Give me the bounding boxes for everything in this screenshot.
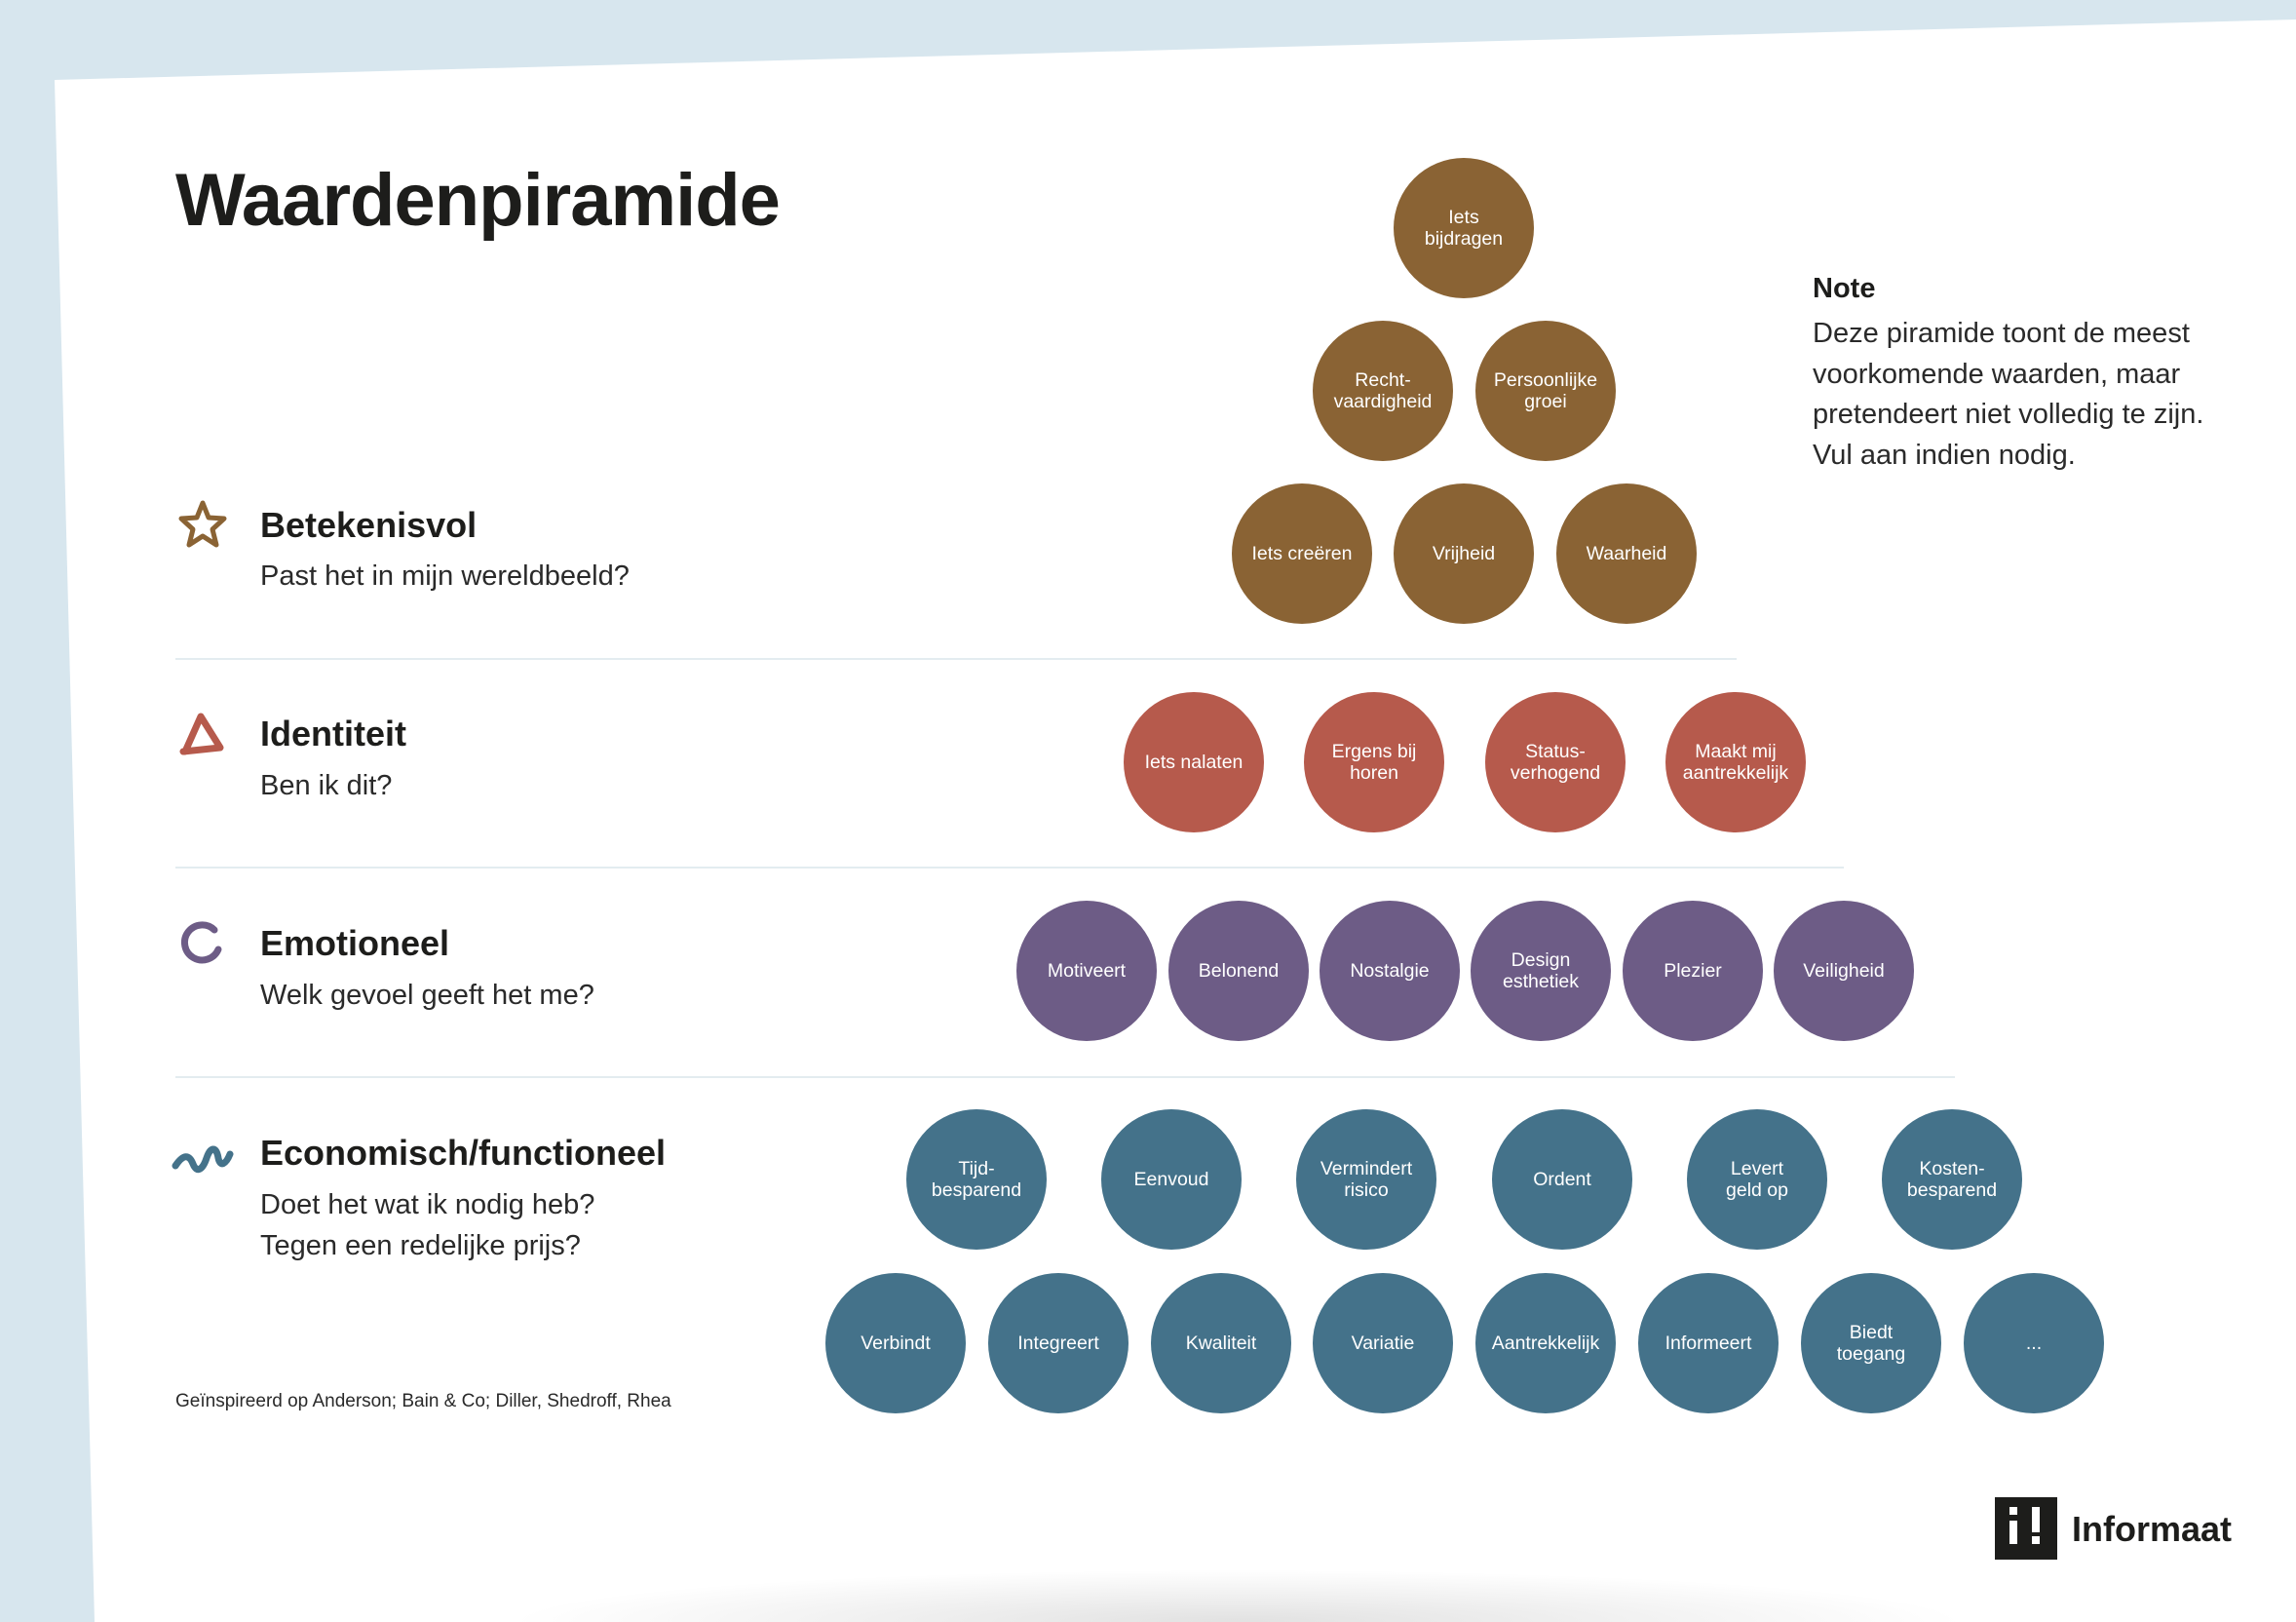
value-circle: Status- verhogend bbox=[1485, 692, 1626, 832]
value-circle: Biedt toegang bbox=[1801, 1273, 1941, 1413]
triangle-icon bbox=[179, 713, 224, 755]
informaat-logo-mark bbox=[1995, 1497, 2057, 1560]
value-circle: ... bbox=[1964, 1273, 2104, 1413]
note-heading: Note bbox=[1813, 273, 1876, 304]
page-shadow bbox=[507, 1569, 1969, 1622]
value-circle: Verbindt bbox=[825, 1273, 966, 1413]
credit-text: Geïnspireerd op Anderson; Bain & Co; Dil… bbox=[175, 1391, 671, 1411]
level-title-functioneel: Economisch/functioneel bbox=[260, 1133, 667, 1173]
note-line: Vul aan indien nodig. bbox=[1813, 439, 2076, 471]
level-title-emotioneel: Emotioneel bbox=[260, 923, 450, 963]
value-circle: Maakt mij aantrekkelijk bbox=[1665, 692, 1806, 832]
value-circle: Motiveert bbox=[1016, 901, 1157, 1041]
value-circle: Waarheid bbox=[1556, 483, 1697, 624]
brand-name: Informaat bbox=[2072, 1509, 2233, 1549]
value-circle: Aantrekkelijk bbox=[1475, 1273, 1616, 1413]
value-circle: Design esthetiek bbox=[1471, 901, 1611, 1041]
level-divider bbox=[175, 658, 1737, 660]
open-circle-icon bbox=[180, 921, 222, 964]
value-circle: Iets nalaten bbox=[1124, 692, 1264, 832]
value-circle: Eenvoud bbox=[1101, 1109, 1242, 1250]
value-circle: Plezier bbox=[1623, 901, 1763, 1041]
wave-icon bbox=[172, 1145, 234, 1174]
level-divider bbox=[175, 1076, 1955, 1078]
question-line: Tegen een redelijke prijs? bbox=[260, 1230, 581, 1261]
logo-glyph-icon bbox=[2009, 1507, 2040, 1544]
level-question-functioneel: Doet het wat ik nodig heb? Tegen een red… bbox=[260, 1184, 594, 1266]
value-circle: Persoonlijke groei bbox=[1475, 321, 1616, 461]
level-question-identiteit: Ben ik dit? bbox=[260, 770, 393, 801]
note-line: pretendeert niet volledig te zijn. bbox=[1813, 399, 2204, 430]
level-title-identiteit: Identiteit bbox=[260, 714, 406, 753]
value-circle: Iets bijdragen bbox=[1394, 158, 1534, 298]
value-circle: Recht- vaardigheid bbox=[1313, 321, 1453, 461]
level-divider bbox=[175, 867, 1844, 869]
note-line: voorkomende waarden, maar bbox=[1813, 358, 2181, 390]
value-circle: Vrijheid bbox=[1394, 483, 1534, 624]
level-question-betekenisvol: Past het in mijn wereldbeeld? bbox=[260, 560, 630, 592]
value-circle: Ergens bij horen bbox=[1304, 692, 1444, 832]
question-line: Doet het wat ik nodig heb? bbox=[260, 1189, 595, 1220]
page-title: Waardenpiramide bbox=[175, 159, 781, 242]
value-circle: Veiligheid bbox=[1774, 901, 1914, 1041]
value-circle: Levert geld op bbox=[1687, 1109, 1827, 1250]
value-circle: Ordent bbox=[1492, 1109, 1632, 1250]
value-circle: Vermindert risico bbox=[1296, 1109, 1436, 1250]
level-question-emotioneel: Welk gevoel geeft het me? bbox=[260, 980, 594, 1011]
note-line: Deze piramide toont de meest bbox=[1813, 318, 2190, 349]
value-circle: Iets creëren bbox=[1232, 483, 1372, 624]
value-circle: Integreert bbox=[988, 1273, 1129, 1413]
value-circle: Tijd- besparend bbox=[906, 1109, 1047, 1250]
value-circle: Variatie bbox=[1313, 1273, 1453, 1413]
note-body: Deze piramide toont de meest voorkomende… bbox=[1813, 314, 2261, 476]
value-circle: Kosten- besparend bbox=[1882, 1109, 2022, 1250]
level-title-betekenisvol: Betekenisvol bbox=[260, 505, 478, 545]
value-circle: Nostalgie bbox=[1320, 901, 1460, 1041]
star-icon bbox=[178, 500, 227, 548]
value-circle: Kwaliteit bbox=[1151, 1273, 1291, 1413]
value-circle: Belonend bbox=[1168, 901, 1309, 1041]
value-circle: Informeert bbox=[1638, 1273, 1779, 1413]
